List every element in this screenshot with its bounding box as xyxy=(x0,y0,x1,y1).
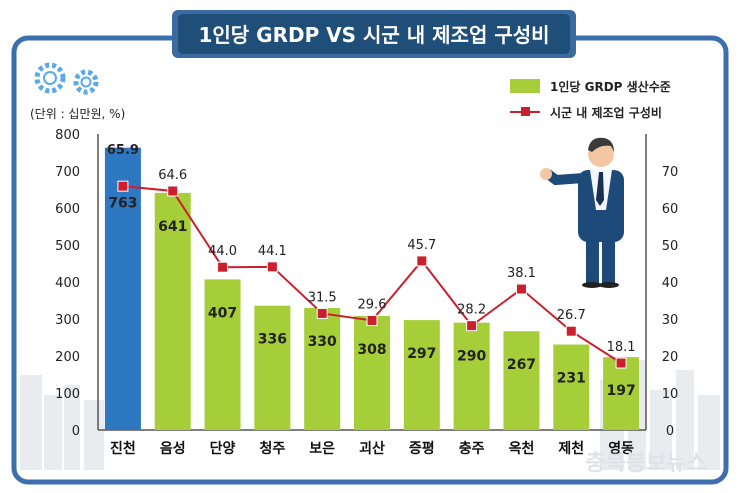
line-value-label: 44.0 xyxy=(208,244,237,259)
bar xyxy=(204,279,241,430)
left-axis-ticks: 0 100 200 300 400 500 600 700 800 xyxy=(55,128,80,439)
bar xyxy=(254,305,291,430)
bar-value-labels: 763 641 407 336 330 308 297 290 267 231 197 xyxy=(108,196,635,399)
left-tick-label: 200 xyxy=(55,350,80,365)
line-point xyxy=(416,255,428,267)
bar-value-label: 290 xyxy=(457,349,486,365)
line-point xyxy=(466,320,478,332)
left-tick-label: 600 xyxy=(55,202,80,217)
header-banner: 1인당 GRDP VS 시군 내 제조업 구성비 xyxy=(172,10,576,58)
line-point xyxy=(316,307,328,319)
line-value-label: 64.6 xyxy=(158,168,187,183)
bar xyxy=(453,322,490,430)
bar-value-label: 267 xyxy=(507,357,536,373)
right-tick-label: 70 xyxy=(662,165,679,180)
businessman-illustration xyxy=(540,137,624,288)
bar xyxy=(354,316,390,430)
gear-icon xyxy=(34,62,99,95)
category-label: 옥천 xyxy=(509,441,535,457)
left-tick-label: 500 xyxy=(55,239,80,254)
bar-value-label: 330 xyxy=(308,334,337,350)
line-value-label: 29.6 xyxy=(358,297,387,312)
line-point xyxy=(615,357,627,369)
category-label: 영동 xyxy=(608,440,634,457)
bar xyxy=(603,357,640,430)
category-labels: 진천 음성 단양 청주 보은 괴산 증평 충주 옥천 제천 영동 xyxy=(110,440,634,457)
bar-value-label: 231 xyxy=(557,371,586,387)
line-point xyxy=(565,325,577,337)
category-label: 증평 xyxy=(409,440,435,457)
bar xyxy=(304,307,341,430)
category-label: 괴산 xyxy=(359,440,385,457)
bar-series xyxy=(104,147,640,430)
right-tick-label: 0 xyxy=(666,424,674,439)
line-value-label: 26.7 xyxy=(557,308,586,323)
bar-value-label: 297 xyxy=(407,346,436,362)
left-tick-label: 0 xyxy=(72,424,80,439)
category-label: 충주 xyxy=(459,441,485,457)
line-value-label: 18.1 xyxy=(607,340,636,355)
watermark: 충북봉보뉴스 xyxy=(585,451,706,476)
line-value-label: 38.1 xyxy=(507,266,536,281)
bar-value-label: 308 xyxy=(357,342,386,358)
line-point xyxy=(167,185,179,197)
category-label: 진천 xyxy=(110,440,136,457)
bar xyxy=(503,331,540,430)
right-tick-label: 20 xyxy=(662,350,679,365)
legend-label-bar: 1인당 GRDP 생산수준 xyxy=(550,79,671,94)
bar-value-label: 197 xyxy=(606,383,635,399)
legend-swatch-bar xyxy=(510,79,540,93)
line-value-label: 31.5 xyxy=(308,290,337,305)
right-tick-label: 40 xyxy=(662,276,679,291)
line-value-label: 44.1 xyxy=(258,244,287,259)
bar xyxy=(403,320,440,430)
line-value-label: 28.2 xyxy=(457,303,486,318)
unit-label: (단위 : 십만원, %) xyxy=(30,107,125,121)
legend: 1인당 GRDP 생산수준 시군 내 제조업 구성비 xyxy=(510,79,671,120)
left-tick-label: 100 xyxy=(55,387,80,402)
bar-value-label: 763 xyxy=(108,196,137,212)
right-axis-ticks: 0 10 20 30 40 50 60 70 xyxy=(662,165,679,439)
right-tick-label: 60 xyxy=(662,202,679,217)
left-tick-label: 300 xyxy=(55,313,80,328)
line-series xyxy=(117,180,627,369)
line-point xyxy=(117,180,129,192)
line-point xyxy=(217,261,229,273)
category-label: 음성 xyxy=(160,441,186,457)
right-tick-label: 10 xyxy=(662,387,679,402)
line-point xyxy=(266,261,278,273)
chart-title: 1인당 GRDP VS 시군 내 제조업 구성비 xyxy=(198,23,549,47)
bar xyxy=(104,147,141,430)
line-point xyxy=(515,283,527,295)
line-value-labels: 65.9 64.6 44.0 44.1 31.5 29.6 45.7 28.2 38.1 26.7… xyxy=(107,143,636,355)
line-point xyxy=(366,314,378,326)
left-tick-label: 400 xyxy=(55,276,80,291)
right-tick-label: 30 xyxy=(662,313,679,328)
bar-value-label: 336 xyxy=(258,332,287,348)
line-value-label: 65.9 xyxy=(107,143,139,158)
bar-value-label: 641 xyxy=(158,219,187,235)
left-tick-label: 700 xyxy=(55,165,80,180)
left-tick-label: 800 xyxy=(55,128,80,143)
line-value-label: 45.7 xyxy=(407,238,436,253)
right-tick-label: 50 xyxy=(662,239,679,254)
bar xyxy=(553,344,590,430)
category-label: 제천 xyxy=(558,441,584,457)
category-label: 청주 xyxy=(259,441,285,457)
bar-value-label: 407 xyxy=(208,305,237,321)
legend-label-line: 시군 내 제조업 구성비 xyxy=(550,105,662,120)
category-label: 보은 xyxy=(309,441,335,457)
bar xyxy=(154,192,191,430)
category-label: 단양 xyxy=(210,440,236,457)
